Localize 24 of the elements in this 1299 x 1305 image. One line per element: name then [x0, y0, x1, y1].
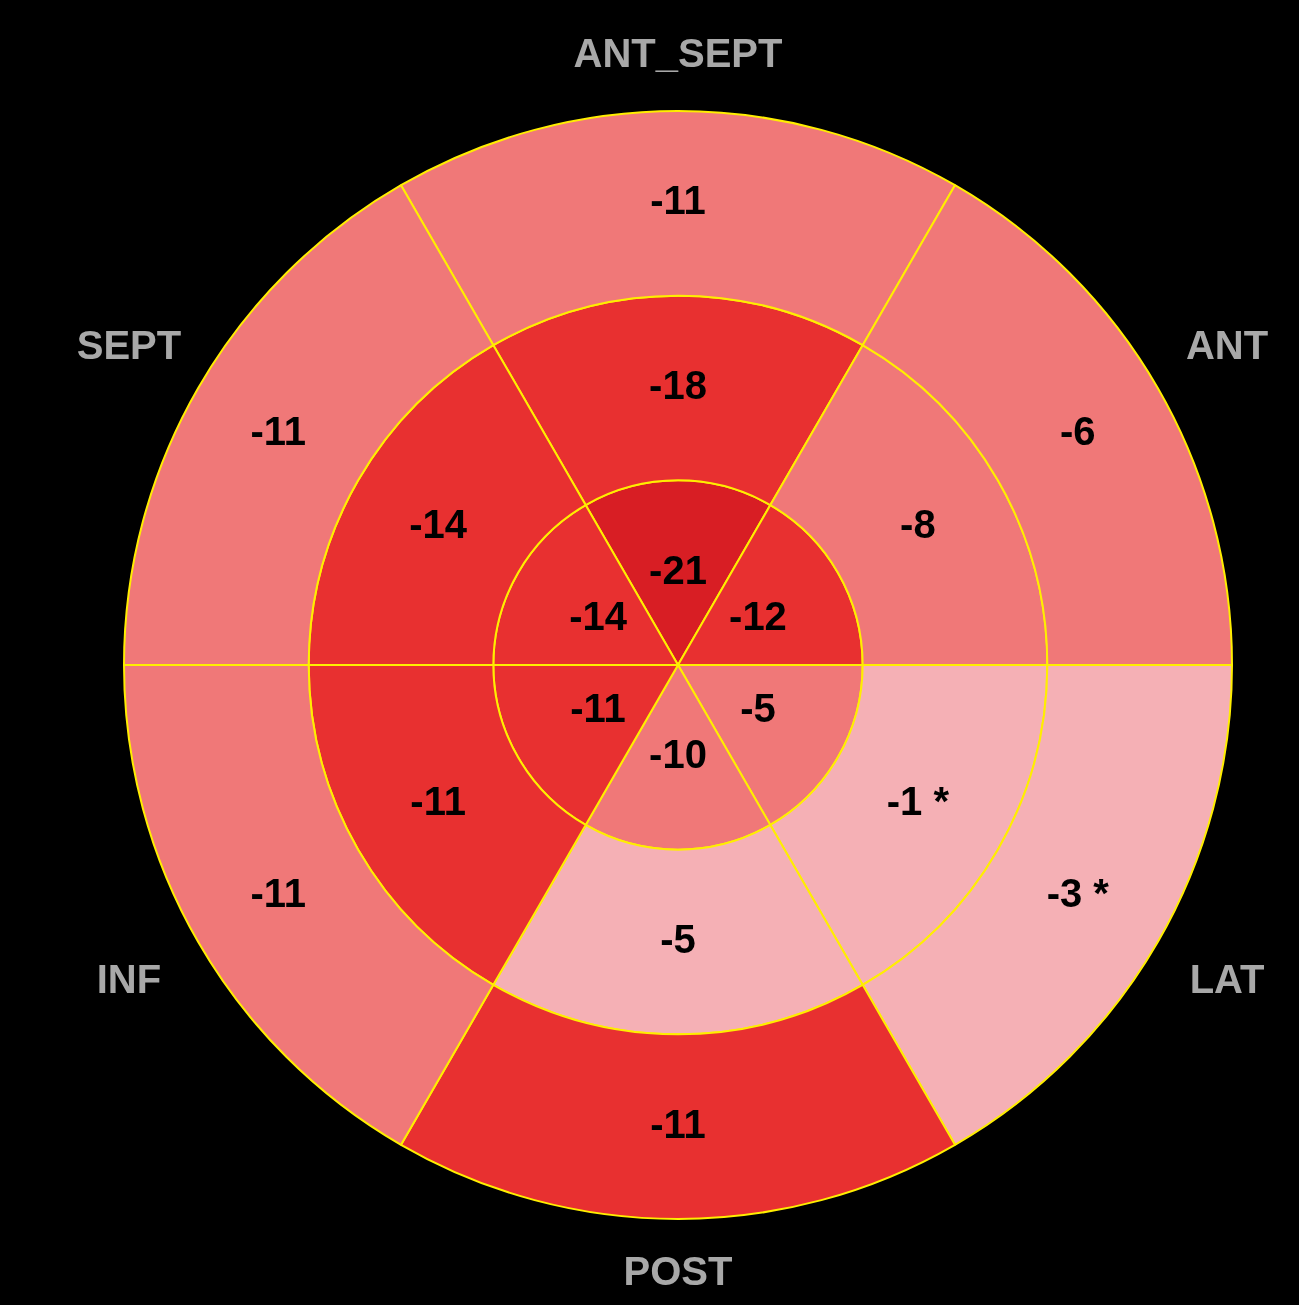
data-label: -11 [650, 178, 706, 223]
data-label: -14 [569, 593, 628, 638]
data-label: -18 [649, 363, 707, 408]
category-label: POST [623, 1249, 733, 1294]
data-label: -6 [1060, 409, 1096, 454]
category-label: LAT [1189, 957, 1265, 1002]
category-label: ANT [1185, 323, 1269, 368]
data-label: -11 [570, 686, 626, 731]
data-label: -21 [649, 547, 707, 592]
data-label: -11 [410, 778, 466, 823]
data-label: -1 * [886, 778, 950, 823]
category-label: SEPT [76, 323, 182, 368]
data-label: -12 [729, 593, 787, 638]
data-label: -14 [409, 501, 468, 546]
data-label: -5 [740, 686, 776, 731]
data-label: -5 [660, 917, 696, 962]
category-label: INF [96, 957, 162, 1002]
data-label: -11 [250, 409, 306, 454]
data-label: -3 * [1046, 870, 1110, 915]
category-label: ANT_SEPT [573, 31, 783, 76]
data-label: -11 [650, 1101, 706, 1146]
data-label: -8 [900, 501, 936, 546]
data-label: -11 [250, 870, 306, 915]
data-label: -10 [649, 732, 707, 777]
